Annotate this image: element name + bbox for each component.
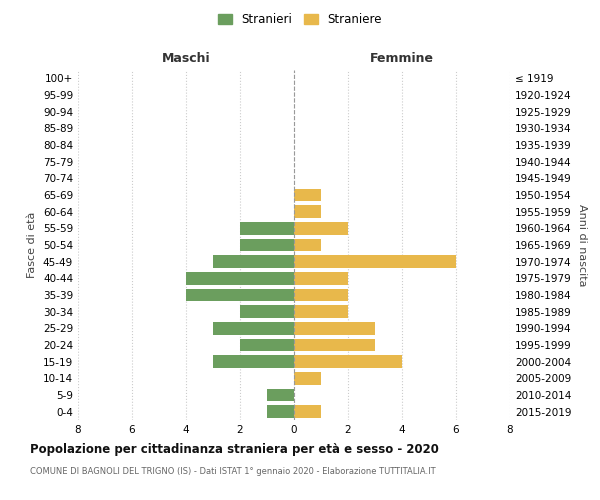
Bar bbox=[213, 356, 294, 368]
Bar bbox=[240, 239, 294, 251]
Bar bbox=[186, 272, 294, 284]
Y-axis label: Fasce di età: Fasce di età bbox=[28, 212, 37, 278]
Bar bbox=[267, 389, 294, 401]
Bar bbox=[294, 372, 321, 384]
Bar bbox=[294, 306, 348, 318]
Bar bbox=[240, 339, 294, 351]
Bar bbox=[294, 222, 348, 234]
Text: Femmine: Femmine bbox=[370, 52, 434, 65]
Bar bbox=[294, 272, 348, 284]
Legend: Stranieri, Straniere: Stranieri, Straniere bbox=[213, 8, 387, 31]
Bar bbox=[267, 406, 294, 418]
Text: COMUNE DI BAGNOLI DEL TRIGNO (IS) - Dati ISTAT 1° gennaio 2020 - Elaborazione TU: COMUNE DI BAGNOLI DEL TRIGNO (IS) - Dati… bbox=[30, 468, 436, 476]
Bar bbox=[294, 239, 321, 251]
Text: Popolazione per cittadinanza straniera per età e sesso - 2020: Popolazione per cittadinanza straniera p… bbox=[30, 442, 439, 456]
Text: Maschi: Maschi bbox=[161, 52, 211, 65]
Bar bbox=[294, 188, 321, 201]
Bar bbox=[294, 339, 375, 351]
Bar bbox=[294, 356, 402, 368]
Bar bbox=[213, 256, 294, 268]
Y-axis label: Anni di nascita: Anni di nascita bbox=[577, 204, 587, 286]
Bar bbox=[294, 206, 321, 218]
Bar bbox=[240, 222, 294, 234]
Bar bbox=[294, 406, 321, 418]
Bar bbox=[240, 306, 294, 318]
Bar bbox=[294, 289, 348, 301]
Bar bbox=[186, 289, 294, 301]
Bar bbox=[213, 322, 294, 334]
Bar bbox=[294, 322, 375, 334]
Bar bbox=[294, 256, 456, 268]
